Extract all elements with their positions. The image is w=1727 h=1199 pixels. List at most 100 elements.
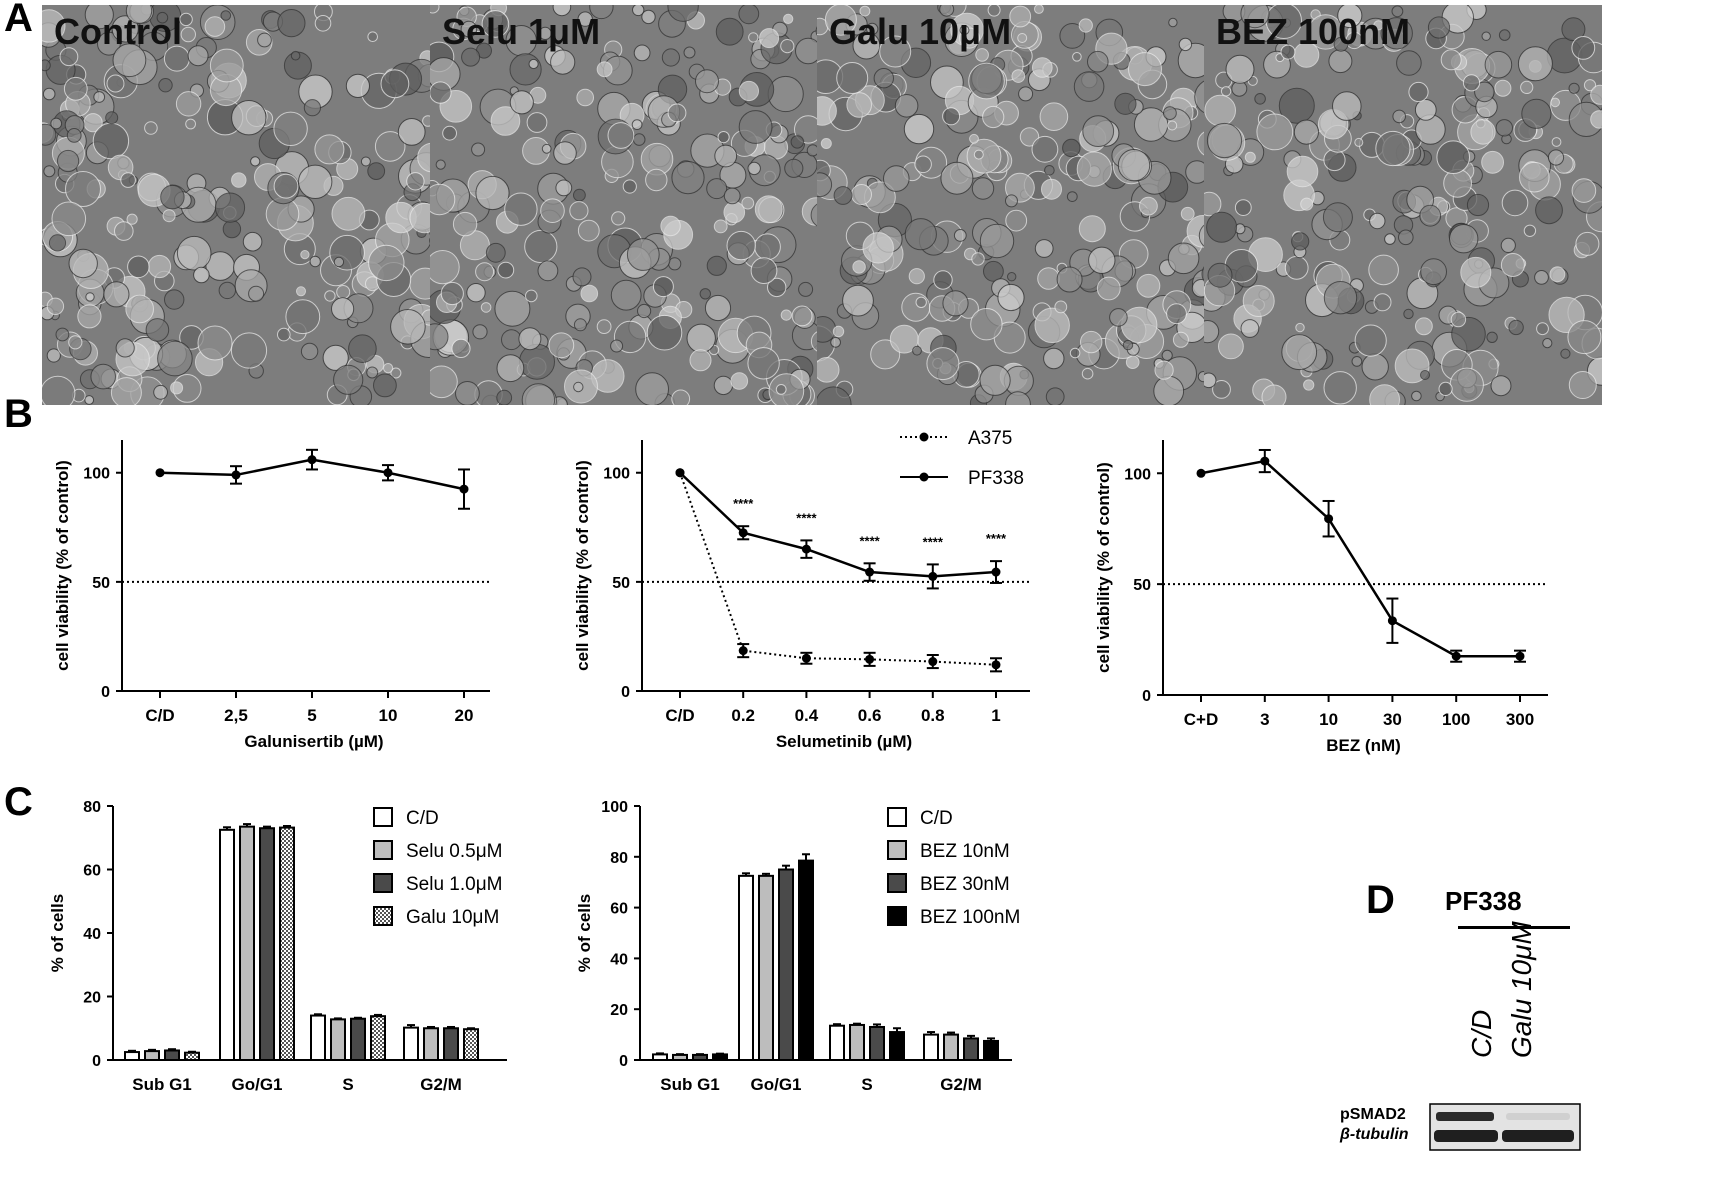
y-tick-label: 0 xyxy=(619,1053,628,1070)
x-tick-label: 1 xyxy=(991,706,1000,725)
data-point xyxy=(865,567,875,577)
x-tick-label: 30 xyxy=(1383,710,1402,729)
data-point xyxy=(1451,651,1461,661)
data-point xyxy=(738,646,748,656)
y-tick-label: 100 xyxy=(1124,466,1151,483)
data-point xyxy=(738,528,748,538)
y-tick-label: 100 xyxy=(601,799,628,816)
bar xyxy=(370,1015,386,1061)
x-tick-label: Go/G1 xyxy=(750,1075,801,1094)
x-tick-label: C/D xyxy=(665,706,694,725)
significance-marker: **** xyxy=(733,496,754,511)
panel-letter-a: A xyxy=(4,0,33,40)
data-point xyxy=(675,468,685,478)
x-tick-label: 0.6 xyxy=(858,706,882,725)
data-point xyxy=(991,660,1001,670)
x-tick-label: S xyxy=(342,1075,353,1094)
x-tick-label: 0.4 xyxy=(795,706,819,725)
x-tick-label: 100 xyxy=(1442,710,1470,729)
x-tick-label: 3 xyxy=(1260,710,1269,729)
bar xyxy=(124,1051,140,1061)
legend-label: C/D xyxy=(406,808,439,829)
x-tick-label: 5 xyxy=(307,706,316,725)
data-point xyxy=(155,468,165,478)
panel-letter-b: B xyxy=(4,392,33,436)
data-point xyxy=(383,468,393,478)
micrograph-label: Control xyxy=(54,11,182,52)
western-blot-title: PF338 xyxy=(1445,886,1522,916)
bar xyxy=(712,1053,728,1061)
legend-label: BEZ 30nM xyxy=(920,874,1010,895)
x-tick-label: S xyxy=(861,1075,872,1094)
bar xyxy=(829,1024,845,1061)
series-line xyxy=(679,472,997,666)
data-point xyxy=(231,470,241,480)
x-tick-label: G2/M xyxy=(940,1075,982,1094)
legend-swatch xyxy=(887,873,907,893)
bar xyxy=(778,868,794,1061)
x-tick-label: C/D xyxy=(145,706,174,725)
x-tick-label: 2,5 xyxy=(224,706,248,725)
x-axis-label: BEZ (nM) xyxy=(1326,736,1401,755)
legend-marker xyxy=(919,432,929,442)
x-tick-label: G2/M xyxy=(420,1075,462,1094)
data-point xyxy=(928,571,938,581)
micrograph-image: BEZ 100nM xyxy=(1204,5,1602,405)
micrograph-image: Galu 10μM xyxy=(817,5,1215,405)
bar xyxy=(330,1018,346,1061)
bar xyxy=(350,1017,366,1061)
bar xyxy=(758,874,774,1061)
bar xyxy=(239,825,255,1062)
x-tick-label: 0.8 xyxy=(921,706,945,725)
bar xyxy=(403,1026,419,1061)
micrograph-label: Selu 1μM xyxy=(442,11,601,52)
bar xyxy=(443,1027,459,1061)
bar xyxy=(963,1037,979,1062)
y-axis-label: % of cells xyxy=(48,894,67,972)
x-tick-label: Go/G1 xyxy=(231,1075,282,1094)
legend-swatch xyxy=(887,840,907,860)
western-blot-row-label: pSMAD2 xyxy=(1340,1106,1406,1123)
bar xyxy=(943,1033,959,1061)
y-tick-label: 80 xyxy=(610,850,628,867)
series-line xyxy=(1200,459,1520,658)
y-tick-label: 100 xyxy=(83,466,110,483)
legend-swatch xyxy=(373,873,393,893)
western-blot-rule xyxy=(1458,926,1570,929)
y-tick-label: 0 xyxy=(621,684,630,701)
legend-swatch xyxy=(887,906,907,926)
legend-label: Selu 0.5μM xyxy=(406,841,503,862)
bar xyxy=(889,1031,905,1062)
y-tick-label: 50 xyxy=(612,575,630,592)
western-blot-row-label: β-tubulin xyxy=(1340,1126,1409,1143)
y-tick-label: 0 xyxy=(1142,688,1151,705)
y-tick-label: 100 xyxy=(603,466,630,483)
data-point xyxy=(459,484,469,494)
significance-marker: **** xyxy=(923,534,944,549)
bar xyxy=(279,826,295,1062)
data-point xyxy=(801,653,811,663)
data-point xyxy=(928,657,938,667)
x-tick-label: 300 xyxy=(1506,710,1534,729)
bar xyxy=(219,828,235,1061)
x-tick-label: 20 xyxy=(455,706,474,725)
x-axis-label: Galunisertib (µM) xyxy=(244,732,383,751)
y-tick-label: 50 xyxy=(92,575,110,592)
data-point xyxy=(1196,468,1206,478)
data-point xyxy=(801,544,811,554)
bar xyxy=(849,1023,865,1061)
x-tick-label: 10 xyxy=(1319,710,1338,729)
y-axis-label: cell viability (% of control) xyxy=(53,460,72,671)
legend-label: A375 xyxy=(968,428,1012,449)
legend-label: PF338 xyxy=(968,468,1024,489)
x-tick-label: 0.2 xyxy=(731,706,755,725)
legend-marker xyxy=(919,472,929,482)
bar xyxy=(983,1039,999,1061)
y-tick-label: 60 xyxy=(610,901,628,918)
y-tick-label: 50 xyxy=(1133,577,1151,594)
bar xyxy=(463,1028,479,1062)
x-tick-label: 10 xyxy=(379,706,398,725)
bar xyxy=(310,1014,326,1061)
x-axis-label: Selumetinib (µM) xyxy=(776,732,912,751)
